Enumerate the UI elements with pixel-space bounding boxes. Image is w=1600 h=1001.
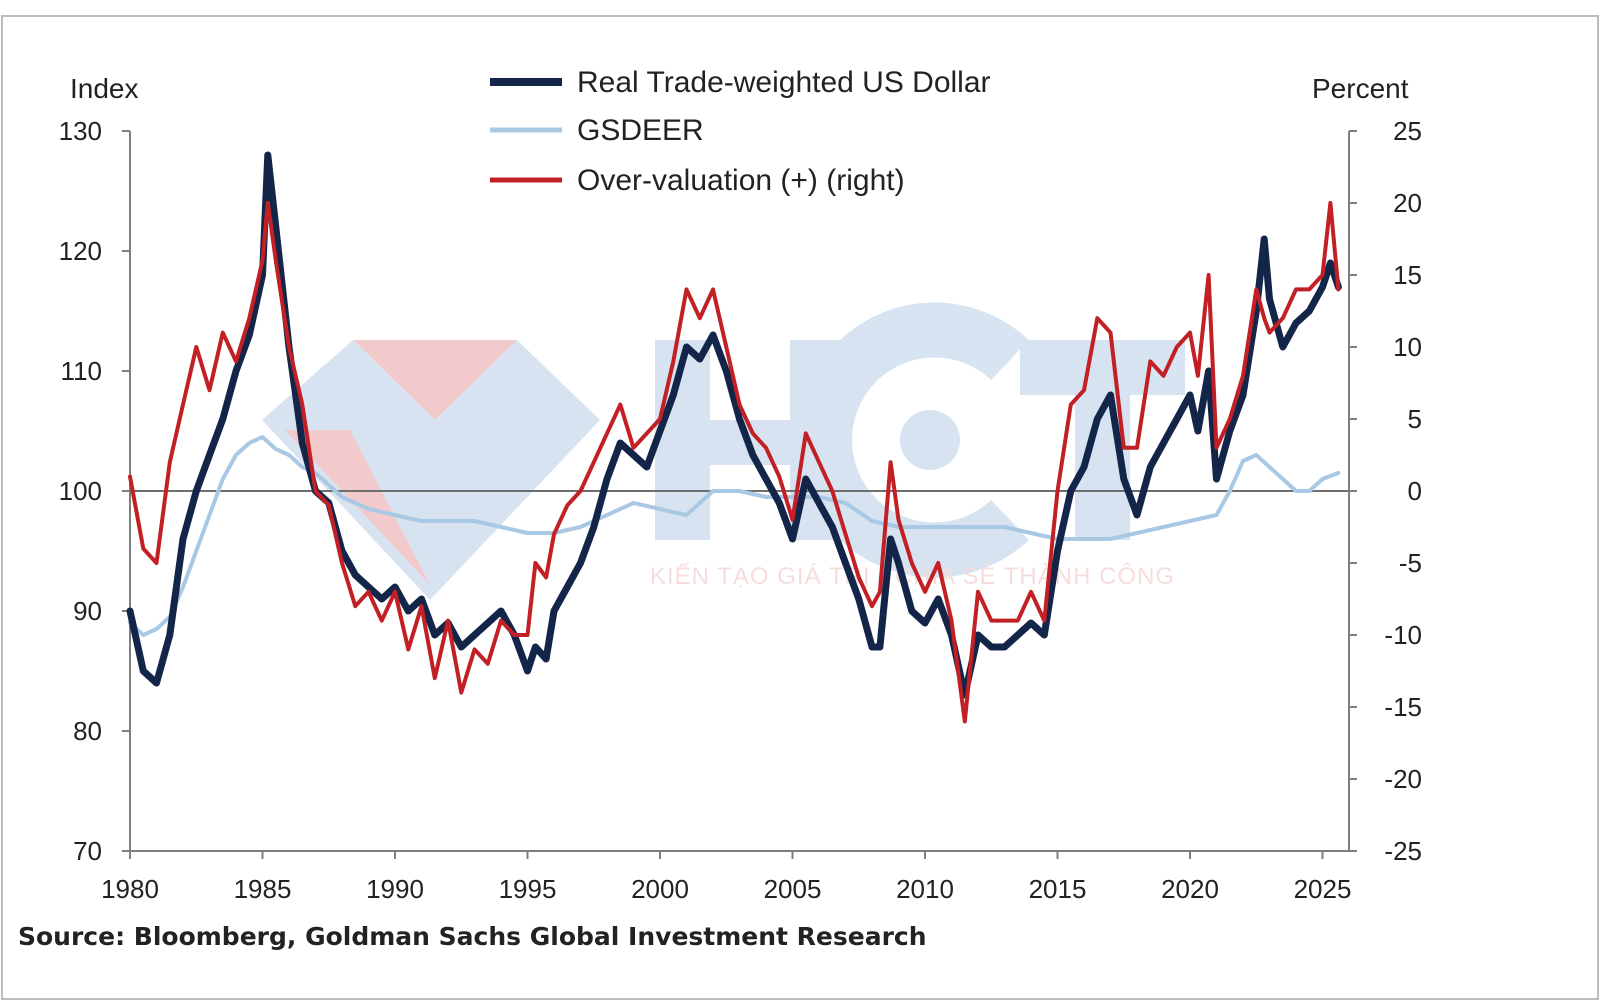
legend: Real Trade-weighted US Dollar GSDEER Ove… <box>490 66 991 197</box>
series-line-gsdeer <box>128 435 1341 637</box>
source-note: Source: Bloomberg, Goldman Sachs Global … <box>18 922 927 951</box>
x-tick-label: 1985 <box>234 874 292 904</box>
x-tick-label: 1990 <box>366 874 424 904</box>
x-tick-label: 2025 <box>1294 874 1352 904</box>
series-group <box>126 151 1342 724</box>
y-left-tick-label: 100 <box>59 476 102 506</box>
y-right-tick-label: 10 <box>1393 332 1422 362</box>
x-tick-label: 1995 <box>499 874 557 904</box>
y-left-tick-label: 80 <box>73 716 102 746</box>
x-tick-label: 2000 <box>631 874 689 904</box>
y-left-tick-label: 130 <box>59 116 102 146</box>
x-tick-label: 2010 <box>896 874 954 904</box>
watermark-letter-c <box>797 302 1029 578</box>
y-left-tick-label: 70 <box>73 836 102 866</box>
legend-label-gsdeer: GSDEER <box>577 114 704 147</box>
y-right-tick-label: -15 <box>1384 692 1422 722</box>
x-tick-label: 2020 <box>1161 874 1219 904</box>
y-right-tick-label: 0 <box>1408 476 1422 506</box>
watermark-diamond-inner <box>285 430 430 585</box>
watermark-letter-t-top <box>1020 340 1185 395</box>
watermark-letter-c-dot <box>900 410 960 470</box>
legend-label-overvaluation: Over-valuation (+) (right) <box>577 164 905 197</box>
x-tick-label: 2005 <box>764 874 822 904</box>
y-left-tick-label: 120 <box>59 236 102 266</box>
series-line-overvaluation <box>128 201 1341 724</box>
y-right-tick-label: -5 <box>1399 548 1422 578</box>
watermark-diamond-right <box>435 340 600 420</box>
watermark-diamond-top <box>262 340 435 420</box>
x-tick-label: 2015 <box>1029 874 1087 904</box>
y-right-tick-label: 5 <box>1408 404 1422 434</box>
y-left-unit-label: Index <box>70 73 139 104</box>
y-right-tick-label: 20 <box>1393 188 1422 218</box>
y-left-tick-label: 90 <box>73 596 102 626</box>
legend-label-rtw-usd: Real Trade-weighted US Dollar <box>577 66 991 99</box>
watermark-diamond-left <box>353 340 517 420</box>
axes: 1301201101009080702520151050-5-10-15-20-… <box>59 116 1422 904</box>
x-tick-label: 1980 <box>101 874 159 904</box>
y-right-tick-label: 25 <box>1393 116 1422 146</box>
chart-border <box>1 15 1599 1000</box>
y-right-tick-label: -10 <box>1384 620 1422 650</box>
y-right-tick-label: 15 <box>1393 260 1422 290</box>
y-right-tick-label: -20 <box>1384 764 1422 794</box>
y-right-unit-label: Percent <box>1312 73 1409 104</box>
y-right-tick-label: -25 <box>1384 836 1422 866</box>
y-left-tick-label: 110 <box>61 356 102 386</box>
